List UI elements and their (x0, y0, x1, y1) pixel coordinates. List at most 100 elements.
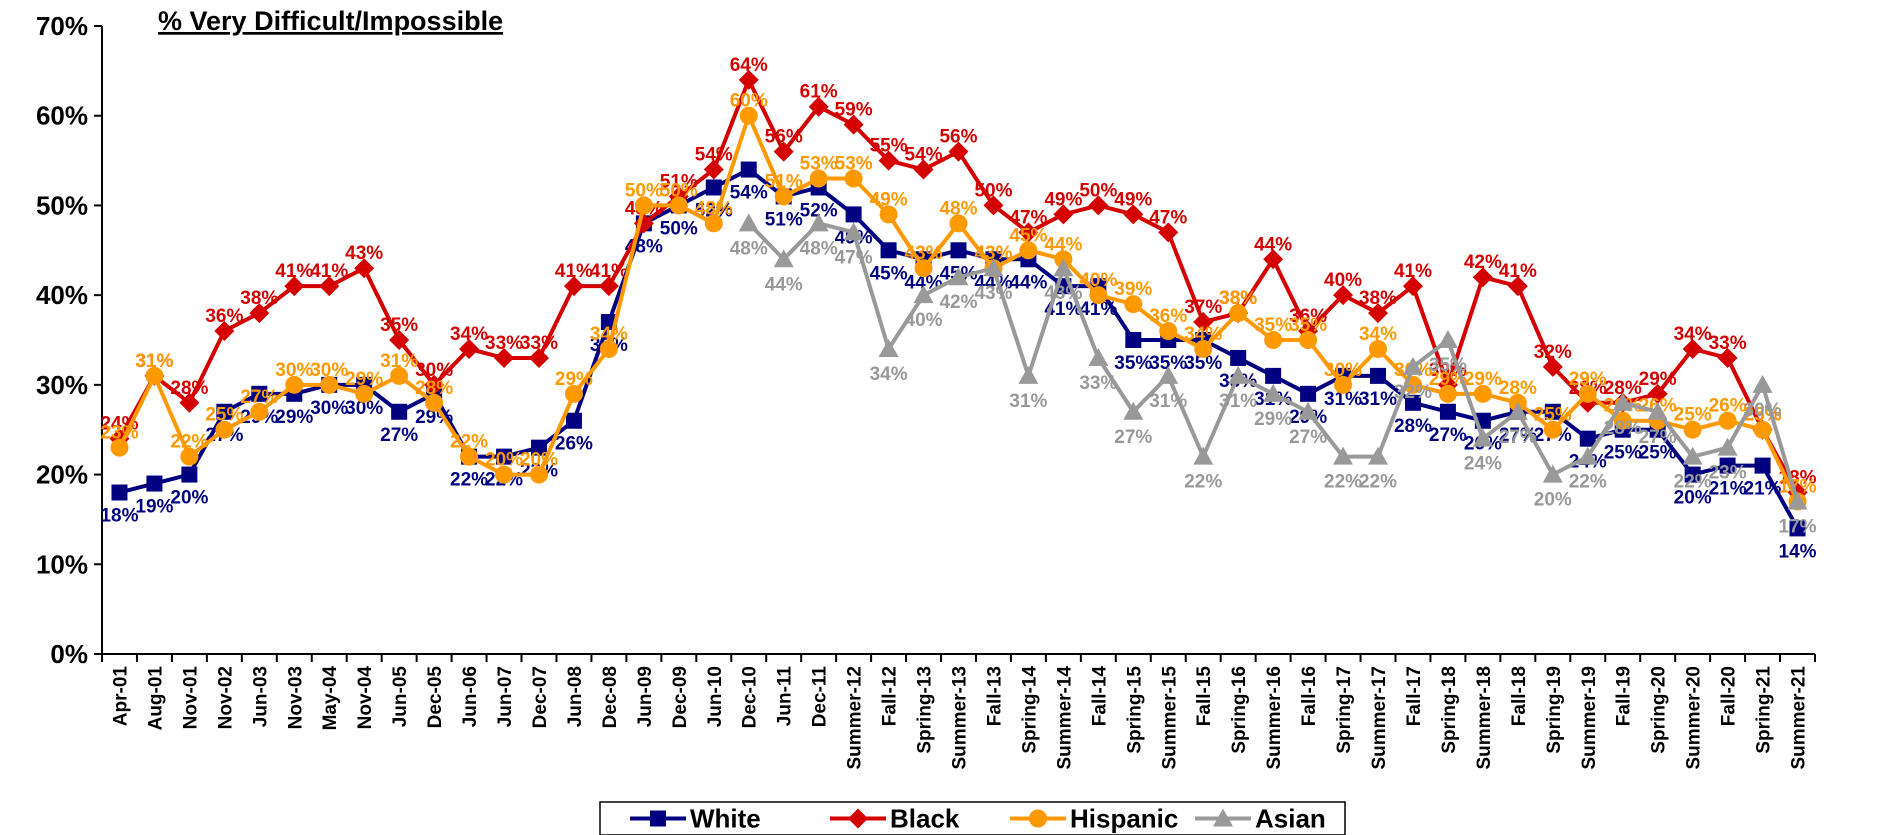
data-point (878, 150, 899, 171)
data-point (1158, 222, 1179, 243)
data-point (319, 276, 340, 297)
data-point (111, 484, 128, 501)
data-point (1647, 401, 1668, 420)
data-label: 38% (1219, 288, 1257, 309)
data-label: 30% (275, 360, 313, 381)
x-tick-label: Spring-17 (1334, 666, 1355, 754)
data-label: 29% (345, 369, 383, 390)
data-point (251, 385, 268, 402)
data-point (1124, 295, 1143, 314)
data-point (215, 420, 234, 439)
x-tick-label: Spring-20 (1649, 666, 1670, 754)
data-label: 48% (730, 238, 768, 259)
x-tick-label: Dec-09 (670, 666, 691, 728)
y-tick-label: 0% (50, 639, 88, 669)
data-point (740, 161, 757, 178)
data-point (145, 366, 164, 385)
data-point (1439, 403, 1456, 420)
data-label: 47% (1009, 207, 1047, 228)
data-label: 41% (1044, 299, 1082, 320)
data-label: 27% (1499, 427, 1537, 448)
y-tick-label: 40% (36, 280, 88, 310)
data-label: 48% (939, 198, 977, 219)
data-label: 50% (660, 218, 698, 239)
data-point (844, 169, 863, 188)
data-label: 20% (520, 450, 558, 471)
data-point (355, 384, 374, 403)
data-point (1718, 411, 1737, 430)
data-label: 29% (1464, 369, 1502, 390)
data-point (110, 438, 129, 457)
data-label: 36% (1289, 306, 1327, 327)
data-label: 29% (1429, 369, 1467, 390)
data-point (1754, 457, 1771, 474)
data-label: 40% (1324, 270, 1362, 291)
data-point (564, 384, 583, 403)
data-label: 30% (1744, 400, 1782, 421)
data-label: 22% (1184, 472, 1222, 493)
data-point (1753, 420, 1772, 439)
data-label: 27% (1429, 425, 1467, 446)
x-tick-label: Fall-13 (984, 666, 1005, 726)
data-point (1263, 249, 1284, 270)
data-label: 25% (1674, 405, 1712, 426)
data-label: 20% (170, 488, 208, 509)
data-label: 50% (974, 180, 1012, 201)
x-tick-label: Dec-05 (425, 666, 446, 729)
data-point (496, 448, 513, 465)
data-point (1473, 384, 1492, 403)
data-point (950, 242, 967, 259)
data-point (1472, 428, 1493, 447)
y-tick-label: 10% (36, 549, 88, 579)
x-tick-label: Summer-17 (1369, 666, 1390, 770)
data-point (599, 339, 618, 358)
data-label: 44% (1009, 272, 1047, 293)
data-point (773, 249, 794, 268)
data-label: 35% (1254, 315, 1292, 336)
x-tick-label: Apr-01 (110, 666, 131, 727)
data-label: 36% (1149, 306, 1187, 327)
legend-marker (848, 808, 868, 829)
data-label: 29% (1254, 409, 1292, 430)
x-tick-label: Jun-05 (390, 666, 411, 728)
data-point (774, 187, 793, 206)
data-point (845, 206, 862, 223)
data-label: 44% (974, 272, 1012, 293)
data-label: 31% (135, 351, 173, 372)
data-point (738, 213, 759, 232)
x-tick-label: Fall-20 (1719, 666, 1740, 726)
x-tick-label: Jun-09 (635, 666, 656, 727)
data-label: 48% (800, 238, 838, 259)
data-point (1472, 267, 1493, 288)
data-label: 23% (1709, 463, 1747, 484)
data-label: 25% (1604, 443, 1642, 464)
x-tick-label: Dec-10 (740, 666, 761, 728)
x-tick-label: Summer-21 (1789, 666, 1810, 770)
x-tick-label: Nov-03 (285, 666, 306, 729)
x-tick-label: Spring-13 (915, 666, 936, 754)
data-point (216, 403, 233, 420)
data-point (773, 141, 794, 162)
data-label: 30% (310, 398, 348, 419)
data-point (1612, 392, 1633, 411)
x-tick-label: Nov-01 (180, 666, 201, 730)
x-tick-label: Spring-19 (1544, 666, 1565, 754)
data-point (1752, 374, 1773, 393)
data-point (1228, 365, 1249, 384)
data-point (1018, 365, 1039, 384)
data-point (1507, 401, 1528, 420)
data-point (563, 276, 584, 297)
data-point (1334, 375, 1353, 394)
data-point (914, 259, 933, 278)
data-label: 35% (1289, 315, 1327, 336)
data-point (1158, 365, 1179, 384)
data-label: 50% (660, 180, 698, 201)
data-label: 56% (939, 127, 977, 148)
data-label: 28% (1604, 418, 1642, 439)
data-point (1579, 430, 1596, 447)
data-label: 52% (800, 200, 838, 221)
x-tick-label: Summer-18 (1474, 666, 1495, 770)
data-point (1507, 276, 1528, 297)
data-label: 28% (415, 378, 453, 399)
data-point (529, 465, 548, 484)
